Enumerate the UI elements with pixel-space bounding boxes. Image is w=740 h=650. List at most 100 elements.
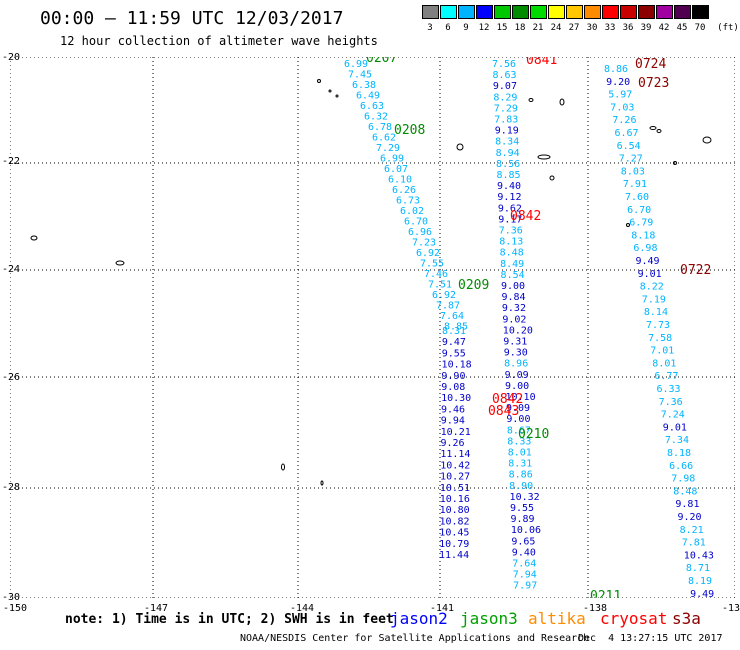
wave-height-value: 8.48 bbox=[500, 248, 524, 259]
wave-height-value: 6.92 bbox=[432, 290, 456, 301]
wave-height-value: 10.43 bbox=[684, 550, 714, 561]
wave-height-value: 6.99 bbox=[380, 154, 404, 165]
wave-height-value: 6.49 bbox=[356, 91, 380, 102]
legend-altika: altika bbox=[528, 609, 586, 628]
wave-height-value: 9.62 bbox=[498, 203, 522, 214]
wave-height-value: 11.14 bbox=[440, 449, 470, 460]
chart-title: 00:00 – 11:59 UTC 12/03/2017 bbox=[40, 8, 344, 29]
wave-height-value: 7.83 bbox=[494, 115, 518, 126]
wave-height-value: 10.20 bbox=[503, 325, 533, 336]
island bbox=[537, 154, 551, 160]
wave-height-value: 10.45 bbox=[439, 528, 469, 539]
wave-height-value: 6.32 bbox=[364, 112, 388, 123]
lat-label: -20 bbox=[2, 52, 21, 63]
wave-height-value: 8.85 bbox=[444, 322, 468, 333]
wave-height-value: 9.32 bbox=[502, 303, 526, 314]
island bbox=[559, 98, 565, 106]
wave-height-value: 10.18 bbox=[442, 360, 472, 371]
islands bbox=[30, 79, 712, 486]
wave-height-value: 7.34 bbox=[665, 435, 689, 446]
scale-swatch bbox=[602, 5, 619, 19]
scale-swatch bbox=[476, 5, 493, 19]
wave-height-value: 8.96 bbox=[504, 359, 528, 370]
wave-height-value: 8.86 bbox=[604, 64, 628, 75]
lat-label: -24 bbox=[2, 264, 21, 275]
lon-label: -13 bbox=[722, 603, 740, 614]
wave-height-value: 8.14 bbox=[644, 307, 668, 318]
wave-height-value: 8.03 bbox=[621, 166, 645, 177]
wave-height-value: 7.36 bbox=[659, 397, 683, 408]
wave-height-value: 9.81 bbox=[675, 499, 699, 510]
scale-label: 18 bbox=[514, 23, 526, 33]
wave-height-value: 6.33 bbox=[657, 384, 681, 395]
wave-height-value: 5.97 bbox=[608, 90, 632, 101]
wave-height-value: 9.07 bbox=[493, 81, 517, 92]
legend-s3a: s3a bbox=[672, 609, 701, 628]
wave-height-value: 9.49 bbox=[690, 589, 714, 598]
scale-swatch bbox=[674, 5, 691, 19]
lon-label: -138 bbox=[583, 603, 608, 614]
wave-height-value: 7.29 bbox=[494, 103, 518, 114]
wave-height-value: 8.31 bbox=[442, 326, 466, 337]
wave-height-value: 7.97 bbox=[513, 581, 537, 592]
pass-label: 0208 bbox=[394, 123, 425, 138]
wave-height-value: 9.01 bbox=[638, 269, 662, 280]
wave-height-value: 7.45 bbox=[348, 70, 372, 81]
wave-height-value: 6.26 bbox=[392, 185, 416, 196]
wave-height-value: 7.81 bbox=[682, 538, 706, 549]
wave-height-value: 9.65 bbox=[511, 536, 535, 547]
scale-swatch bbox=[584, 5, 601, 19]
wave-height-value: 10.06 bbox=[511, 525, 541, 536]
wave-height-value: 6.98 bbox=[633, 243, 657, 254]
island bbox=[549, 175, 555, 181]
wave-height-value: 8.18 bbox=[667, 448, 691, 459]
wave-height-value: 7.64 bbox=[512, 559, 536, 570]
wave-height-value: 10.21 bbox=[441, 427, 471, 438]
wave-height-value: 9.55 bbox=[442, 348, 466, 359]
pass-label: 0842 bbox=[510, 209, 541, 224]
wave-height-value: 9.49 bbox=[636, 256, 660, 267]
scale-swatch bbox=[458, 5, 475, 19]
wave-height-value: 6.96 bbox=[408, 227, 432, 238]
lon-label: -141 bbox=[430, 603, 455, 614]
wave-height-value: 8.21 bbox=[680, 525, 704, 536]
wave-height-value: 9.20 bbox=[606, 77, 630, 88]
wave-height-value: 6.92 bbox=[416, 248, 440, 259]
scale-swatch bbox=[566, 5, 583, 19]
wave-height-value: 7.73 bbox=[646, 320, 670, 331]
wave-height-value: 9.09 bbox=[505, 370, 529, 381]
island bbox=[335, 94, 339, 98]
map-canvas: 6.997.456.386.496.636.326.786.627.296.99… bbox=[10, 57, 735, 598]
wave-height-value: 6.02 bbox=[400, 206, 424, 217]
chart-subtitle: 12 hour collection of altimeter wave hei… bbox=[60, 34, 378, 48]
scale-label: 15 bbox=[496, 23, 508, 33]
wave-height-value: 7.19 bbox=[642, 294, 666, 305]
scale-swatch bbox=[494, 5, 511, 19]
wave-height-value: 10.80 bbox=[440, 505, 470, 516]
wave-height-value: 10.79 bbox=[439, 539, 469, 550]
wave-height-value: 9.94 bbox=[441, 416, 465, 427]
legend-cryosat: cryosat bbox=[600, 609, 668, 628]
wave-height-value: 11.44 bbox=[439, 550, 469, 561]
wave-height-value: 8.33 bbox=[507, 436, 531, 447]
wave-height-value: 7.26 bbox=[612, 115, 636, 126]
wave-height-value: 9.00 bbox=[505, 381, 529, 392]
wave-height-value: 6.62 bbox=[372, 133, 396, 144]
scale-label: 30 bbox=[586, 23, 598, 33]
wave-height-value: 9.12 bbox=[497, 192, 521, 203]
scale-swatch bbox=[638, 5, 655, 19]
wave-height-value: 8.01 bbox=[508, 448, 532, 459]
scale-swatch bbox=[530, 5, 547, 19]
wave-height-value: 9.46 bbox=[441, 404, 465, 415]
pass-labels: 0207020802090210021108410842084208430724… bbox=[366, 57, 711, 598]
wave-height-value: 6.70 bbox=[627, 205, 651, 216]
lat-label: -30 bbox=[2, 592, 21, 603]
wave-height-value: 7.55 bbox=[420, 259, 444, 270]
wave-height-value: 8.29 bbox=[493, 92, 517, 103]
wave-height-value: 9.08 bbox=[441, 382, 465, 393]
wave-height-value: 7.27 bbox=[619, 154, 643, 165]
island bbox=[281, 463, 285, 471]
wave-height-value: 8.71 bbox=[686, 563, 710, 574]
wave-height-value: 9.84 bbox=[501, 292, 525, 303]
wave-height-value: 9.01 bbox=[663, 422, 687, 433]
